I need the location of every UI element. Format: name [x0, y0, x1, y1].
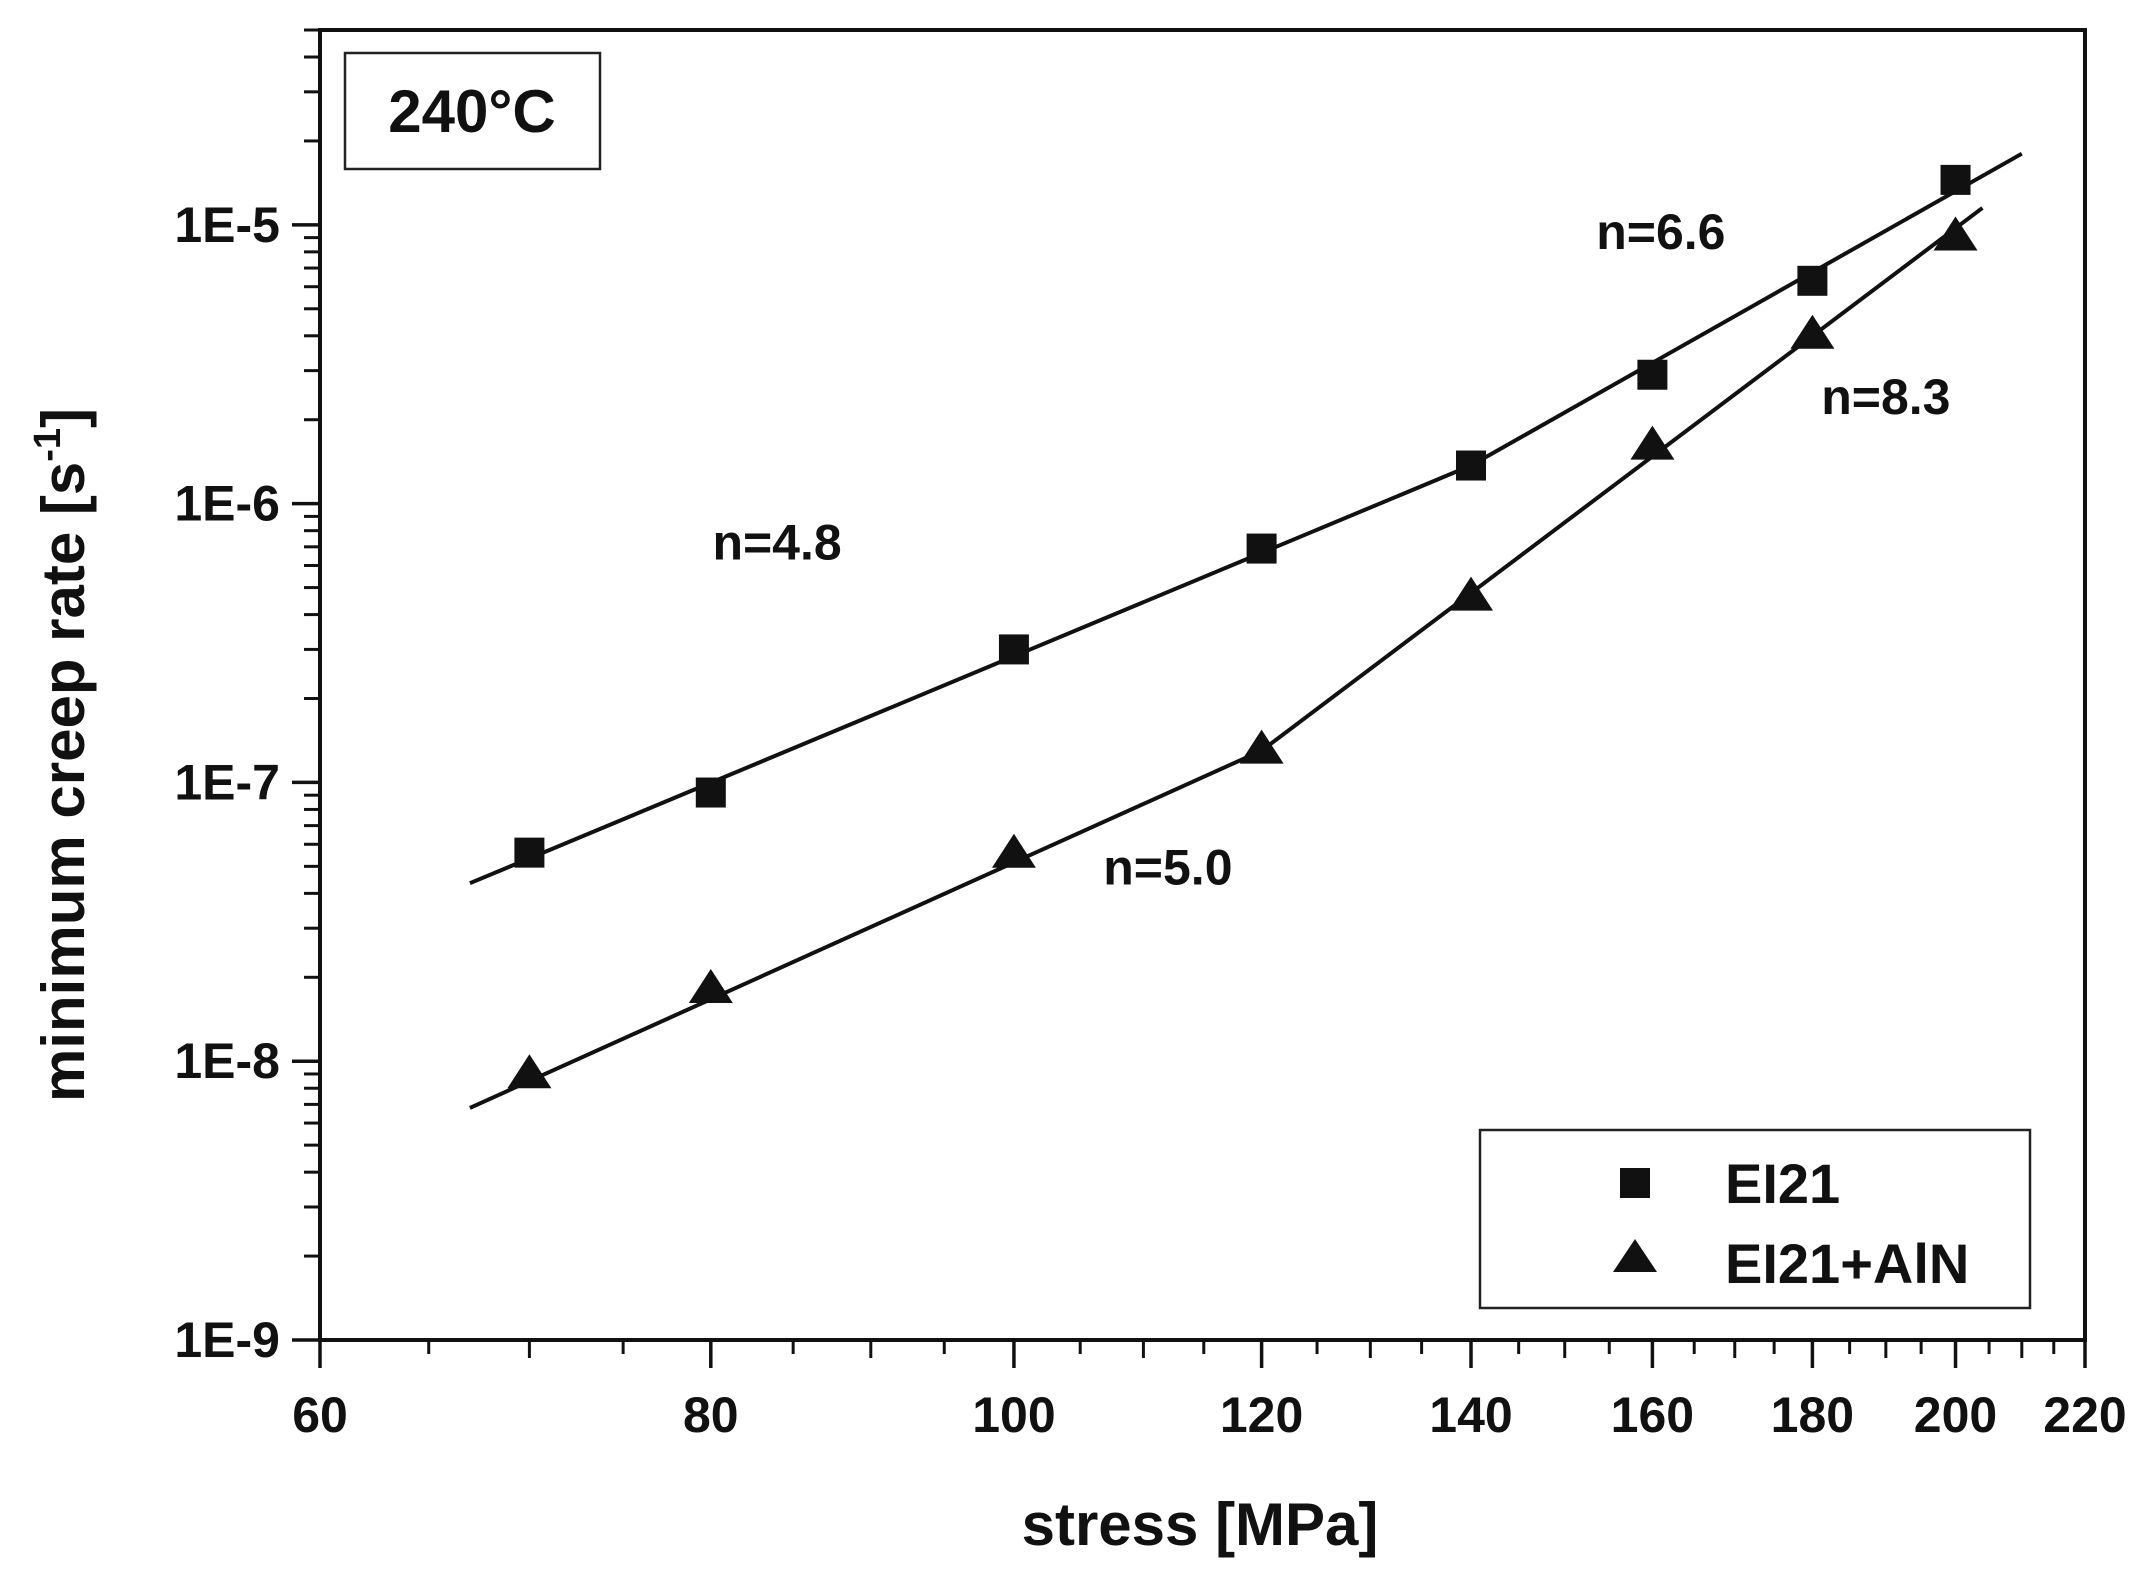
x-tick-label: 80 [683, 1387, 739, 1443]
x-axis-title: stress [MPa] [1022, 1491, 1379, 1558]
legend-box [1478, 1128, 2032, 1310]
data-point-triangle [991, 833, 1036, 868]
legend: EI21 EI21+AlN [1478, 1128, 2032, 1310]
fit-line-segment [469, 748, 1263, 1110]
data-point-triangle [688, 968, 733, 1003]
x-tick-label: 180 [1771, 1387, 1854, 1443]
data-markers [507, 164, 1978, 1089]
data-point-square [998, 634, 1029, 665]
x-tick-label: 140 [1429, 1387, 1512, 1443]
plot-frame [318, 28, 2087, 1342]
temperature-box: 240°C [343, 51, 602, 171]
x-tick-label: 160 [1611, 1387, 1694, 1443]
y-axis-title: minimum creep rate [s-1] [27, 408, 97, 1102]
temperature-label: 240°C [388, 78, 555, 145]
y-tick-label: 1E-7 [174, 754, 280, 810]
fit-lines [469, 151, 2023, 1110]
data-point-square [514, 837, 545, 868]
slope-annotation: n=4.8 [712, 515, 841, 571]
y-tick-label: 1E-6 [174, 476, 280, 532]
legend-marker-triangle [1613, 1239, 1657, 1272]
data-point-triangle [1449, 576, 1494, 611]
slope-annotation: n=5.0 [1103, 840, 1232, 896]
x-tick-label: 100 [972, 1387, 1055, 1443]
x-tick-label: 60 [292, 1387, 348, 1443]
data-point-square [1456, 450, 1487, 481]
y-tick-label: 1E-5 [174, 197, 280, 253]
x-tick-label: 120 [1220, 1387, 1303, 1443]
fit-line-segment [469, 463, 1472, 886]
tick-labels: 60 80 100 120 140 160 180 200 220 1E-9 1E-8 1E-7 1E-… [174, 197, 2126, 1443]
legend-label-ei21: EI21 [1725, 1152, 1840, 1215]
data-point-square [1940, 164, 1971, 195]
fit-line-segment [1260, 206, 1984, 753]
data-point-triangle [507, 1054, 552, 1089]
y-axis-title-superscript: -1 [27, 428, 69, 462]
y-tick-label: 1E-9 [174, 1312, 280, 1368]
data-point-triangle [1239, 729, 1284, 764]
fit-line-segment [1470, 151, 2023, 468]
legend-marker-square [1620, 1168, 1650, 1198]
axis-ticks [292, 28, 2087, 1368]
y-tick-label: 1E-8 [174, 1033, 280, 1089]
slope-annotation: n=8.3 [1821, 369, 1950, 425]
data-point-triangle [1933, 216, 1978, 251]
data-point-square [695, 777, 726, 808]
data-point-square [1797, 265, 1828, 296]
data-point-triangle [1630, 425, 1675, 460]
data-point-square [1637, 359, 1668, 390]
x-tick-label: 200 [1914, 1387, 1997, 1443]
x-tick-label: 220 [2043, 1387, 2126, 1443]
slope-annotation: n=6.6 [1596, 204, 1725, 260]
legend-label-ei21-aln: EI21+AlN [1725, 1232, 1969, 1295]
data-point-square [1246, 533, 1277, 564]
slope-annotations: n=4.8 n=5.0 n=6.6 n=8.3 [712, 204, 1950, 896]
data-point-triangle [1790, 314, 1835, 349]
